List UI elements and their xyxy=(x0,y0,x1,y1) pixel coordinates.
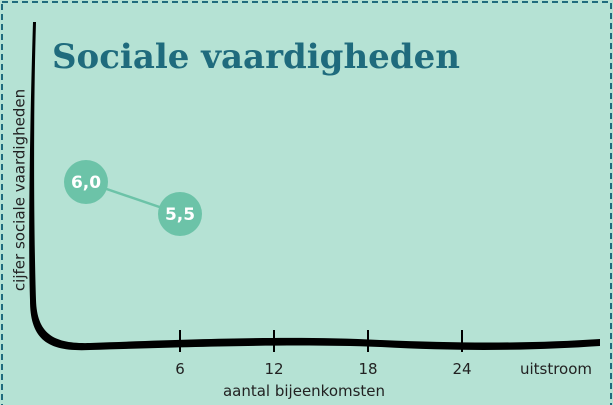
value-label: 5,5 xyxy=(165,205,195,225)
x-tick-label: uitstroom xyxy=(520,360,592,378)
x-tick-label: 12 xyxy=(264,360,283,378)
chart-title: Sociale vaardigheden xyxy=(52,37,460,77)
x-tick-label: 18 xyxy=(358,360,377,378)
y-axis-label: cijfer sociale vaardigheden xyxy=(11,89,29,291)
x-tick-label: 24 xyxy=(452,360,471,378)
value-label: 6,0 xyxy=(71,173,101,193)
x-tick-label: 6 xyxy=(175,360,185,378)
point xyxy=(64,160,108,204)
point xyxy=(158,192,202,236)
x-axis-label: aantal bijeenkomsten xyxy=(223,382,385,400)
